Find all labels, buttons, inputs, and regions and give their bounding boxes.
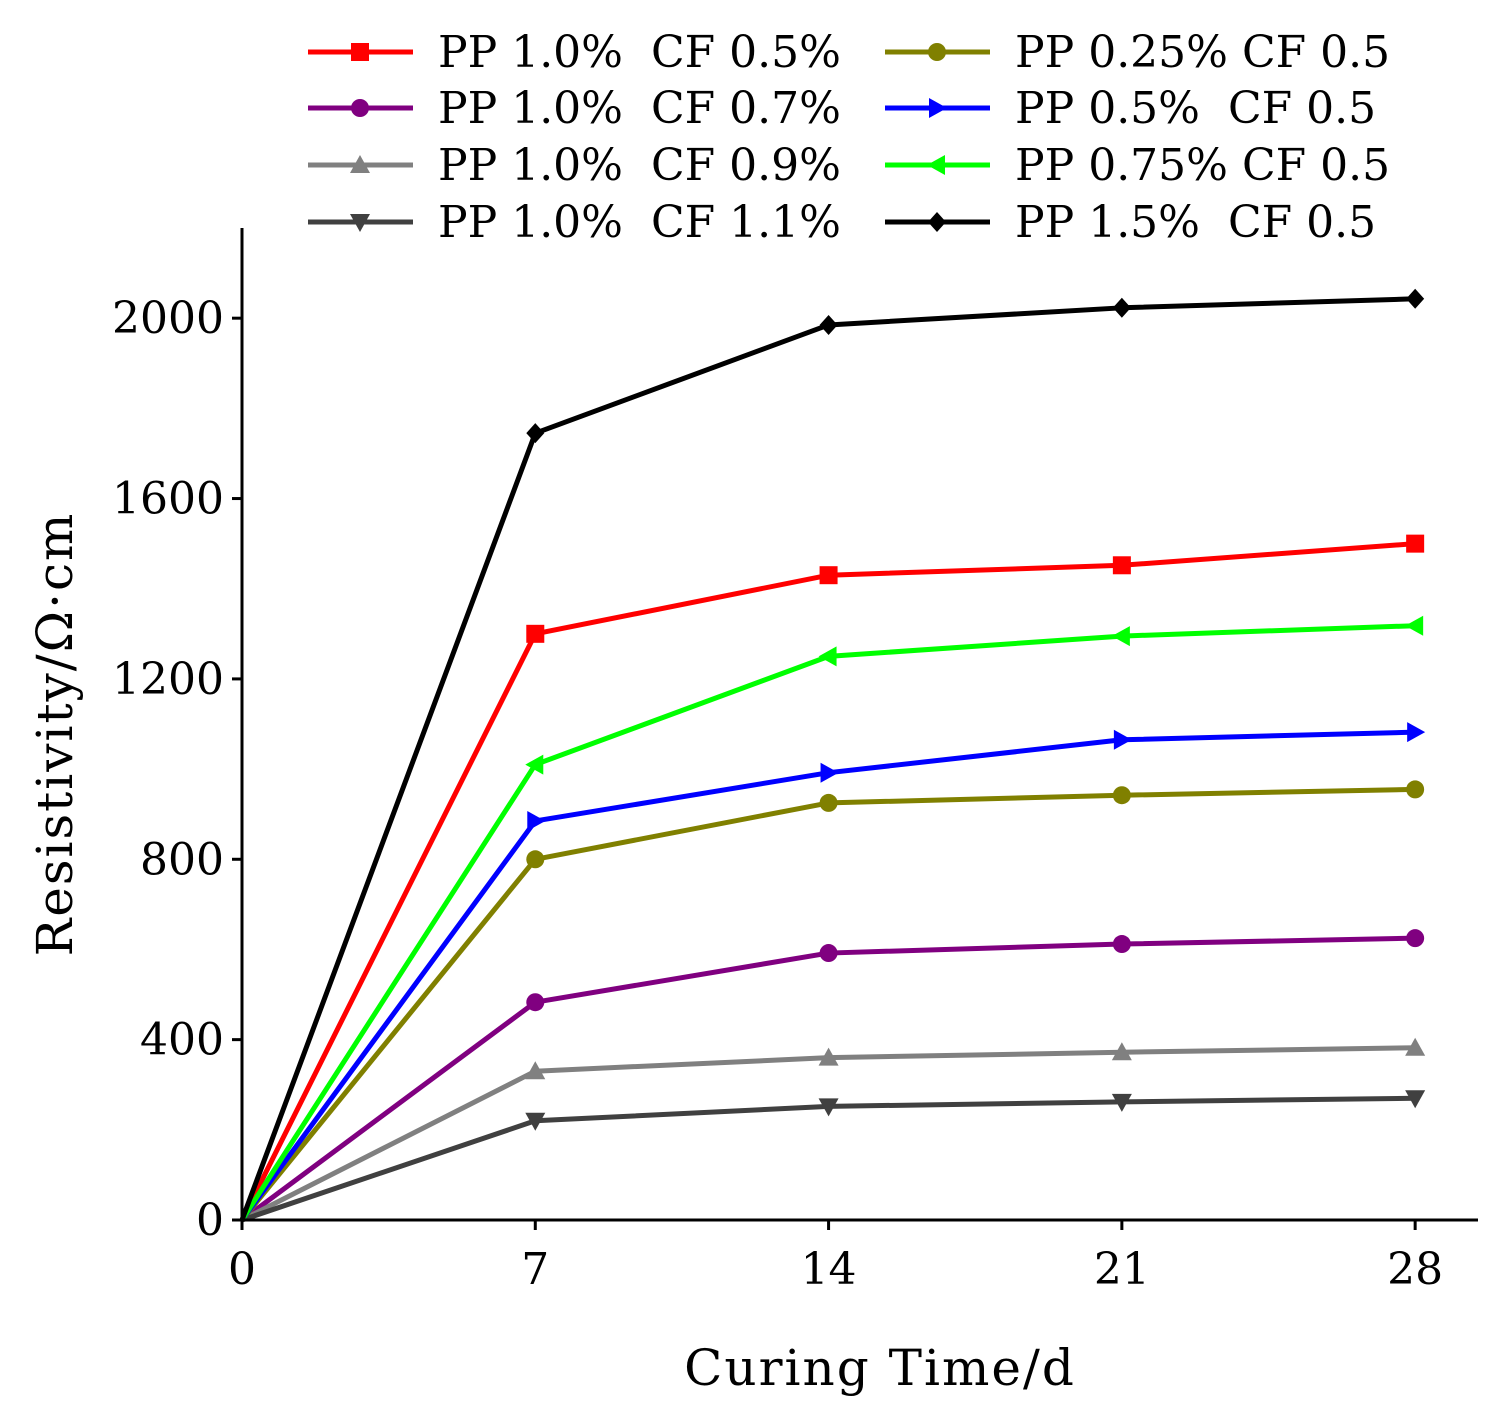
x-tick-label: 0: [228, 1244, 256, 1295]
legend-item: PP 1.0% CF 1.1%: [308, 197, 841, 248]
axes: 0 400 800 1200 1600 2000 0 7 14 21 28: [112, 228, 1478, 1295]
legend-label: PP 1.0% CF 0.9%: [438, 140, 841, 191]
data-point: [1111, 626, 1130, 647]
data-point: [820, 762, 839, 783]
data-point: [526, 624, 545, 643]
legend-label: PP 0.25% CF 0.5: [1015, 27, 1390, 78]
y-tick-label: 400: [140, 1015, 224, 1066]
series-4: [241, 1090, 1426, 1223]
legend-item: PP 1.5% CF 0.5: [885, 197, 1376, 248]
y-tick-label: 800: [140, 834, 224, 885]
legend-swatch-marker: [350, 214, 370, 232]
legend-swatch-marker: [929, 98, 947, 118]
legend-swatch-marker: [350, 155, 370, 173]
x-tick-label: 21: [1094, 1244, 1150, 1295]
data-point: [1111, 1093, 1132, 1112]
data-point: [818, 646, 837, 667]
legend-swatch-marker: [927, 155, 945, 175]
data-point: [1406, 534, 1425, 553]
data-point: [526, 423, 545, 444]
legend-item: PP 0.75% CF 0.5: [885, 140, 1390, 191]
legend-label: PP 1.0% CF 0.7%: [438, 83, 841, 134]
legend-item: PP 0.25% CF 0.5: [885, 27, 1390, 78]
y-axis-title: Resistivity/Ω·cm: [26, 512, 84, 957]
legend-label: PP 0.5% CF 0.5: [1015, 83, 1376, 134]
legend-swatch-marker: [928, 43, 946, 61]
legend-item: PP 0.5% CF 0.5: [885, 83, 1376, 134]
legend-swatch-marker: [351, 99, 369, 117]
data-point: [526, 850, 545, 869]
legend-label: PP 0.75% CF 0.5: [1015, 140, 1390, 191]
legend-label: PP 1.0% CF 1.1%: [438, 197, 841, 248]
data-point: [1113, 729, 1132, 750]
series-6: [239, 722, 1426, 1222]
data-point: [819, 793, 838, 812]
series-3: [240, 1037, 1426, 1223]
series-2: [240, 929, 1425, 1223]
data-point: [525, 754, 544, 775]
data-point: [1112, 297, 1131, 318]
x-tick-label: 7: [521, 1244, 549, 1295]
data-point: [525, 1061, 546, 1080]
series-7: [239, 615, 1424, 1222]
series-layer: [239, 288, 1426, 1223]
legend-swatch-marker: [928, 212, 946, 232]
x-tick-label: 28: [1387, 1244, 1443, 1295]
data-point: [1405, 1090, 1426, 1109]
legend-label: PP 1.0% CF 0.5%: [438, 27, 841, 78]
y-ticks: 0 400 800 1200 1600 2000: [112, 293, 242, 1246]
data-point: [1406, 288, 1425, 309]
legend-item: PP 1.0% CF 0.9%: [308, 140, 841, 191]
data-point: [1405, 1037, 1426, 1056]
data-point: [1112, 935, 1131, 954]
data-point: [1112, 786, 1131, 805]
data-point: [527, 810, 546, 831]
data-point: [818, 1047, 839, 1066]
data-point: [819, 314, 838, 335]
data-point: [1407, 722, 1426, 743]
data-point: [526, 993, 545, 1012]
legend-swatch-marker: [351, 43, 369, 61]
legend-item: PP 1.0% CF 0.7%: [308, 83, 841, 134]
data-point: [525, 1112, 546, 1131]
data-point: [819, 566, 838, 585]
legend: PP 1.0% CF 0.5%PP 1.0% CF 0.7% PP 1.0% CF…: [308, 27, 1390, 248]
data-point: [1405, 615, 1424, 636]
series-line: [240, 786, 1416, 1222]
x-axis-title: Curing Time/d: [684, 1339, 1076, 1397]
legend-item: PP 1.0% CF 0.5%: [308, 27, 841, 78]
data-point: [1112, 556, 1131, 575]
data-point: [1111, 1042, 1132, 1061]
series-5: [240, 780, 1425, 1222]
series-8: [239, 288, 1425, 1221]
series-line: [239, 296, 1416, 1221]
y-tick-label: 1600: [112, 474, 224, 525]
data-point: [818, 1098, 839, 1117]
series-1: [239, 534, 1425, 1222]
y-tick-label: 1200: [112, 654, 224, 705]
data-point: [819, 944, 838, 963]
legend-label: PP 1.5% CF 0.5: [1015, 197, 1376, 248]
x-ticks: 0 7 14 21 28: [228, 1220, 1443, 1295]
series-line: [240, 1045, 1416, 1223]
y-tick-label: 0: [196, 1195, 224, 1246]
series-line: [239, 541, 1416, 1222]
data-point: [1406, 780, 1425, 799]
y-tick-label: 2000: [112, 293, 224, 344]
x-tick-label: 14: [801, 1244, 857, 1295]
data-point: [1406, 929, 1425, 948]
series-line: [241, 1095, 1416, 1223]
